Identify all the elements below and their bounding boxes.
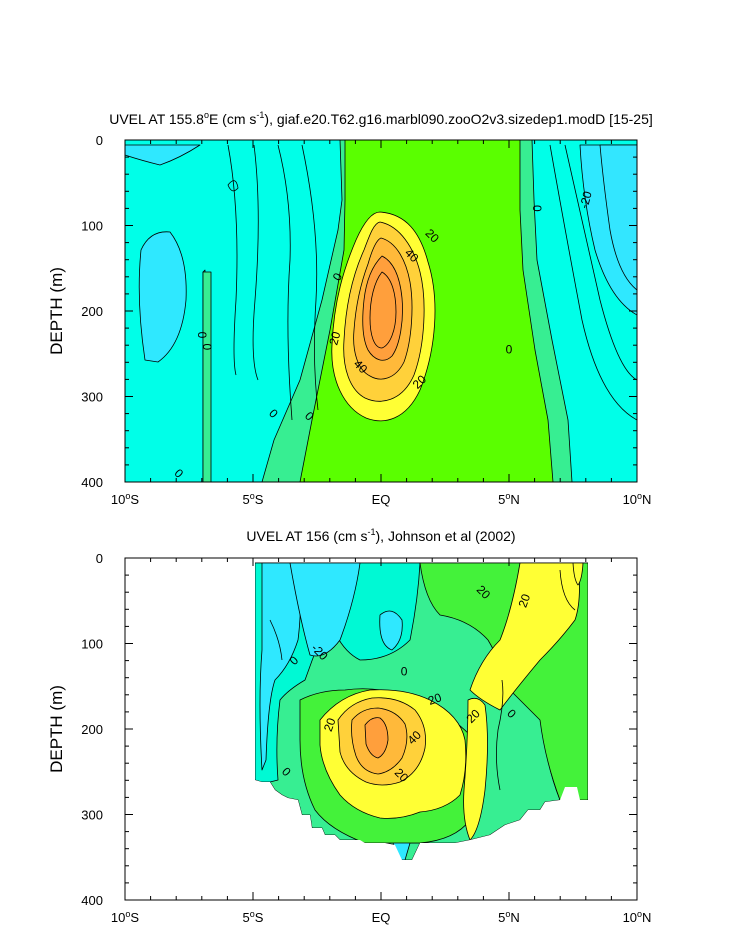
fill-pos20-upper xyxy=(469,562,580,711)
contour-line-o3 xyxy=(559,569,576,611)
y-tick-label: 400 xyxy=(81,893,103,908)
contour-line-e xyxy=(549,144,637,421)
x-tick-label: 10oN xyxy=(623,909,652,925)
contour-label: 0 xyxy=(530,205,544,212)
fill-pos-tip xyxy=(572,562,584,586)
y-tick-label: 0 xyxy=(96,551,103,566)
x-tick-label: 5oN xyxy=(498,909,520,925)
title-model: UVEL AT 155.8oE (cm s-1), giaf.e20.T62.g… xyxy=(109,110,653,127)
x-tick-label: 10oN xyxy=(623,491,652,507)
title-observed: UVEL AT 156 (cm s-1), Johnson et al (200… xyxy=(246,527,515,544)
contour-label: 20 xyxy=(515,592,533,610)
contour-label: 0 xyxy=(401,665,408,679)
contour-line-o1 xyxy=(269,619,283,661)
contour-label: 0 xyxy=(506,342,513,356)
x-tick-label: 5oN xyxy=(498,491,520,507)
x-tick-label: EQ xyxy=(372,910,391,925)
contour-label: -20 xyxy=(577,189,595,210)
y-tick-label: 200 xyxy=(81,304,103,319)
contour-pocket xyxy=(227,180,239,192)
contour-line-b xyxy=(252,144,259,381)
contour-fill-model xyxy=(125,140,637,482)
fill-pos50 xyxy=(364,717,389,759)
fill-left-strip xyxy=(202,271,212,482)
contour-label: 20 xyxy=(426,690,444,708)
y-tick-label: 300 xyxy=(81,808,103,823)
contour-label: 20 xyxy=(326,330,343,347)
contour-label: 0 xyxy=(195,332,209,339)
contour-line-f xyxy=(564,144,637,381)
y-tick-label: 200 xyxy=(81,722,103,737)
contour-core-inner xyxy=(369,271,397,349)
y-tick-label: 0 xyxy=(96,133,103,148)
y-tick-label: 100 xyxy=(81,637,103,652)
ylabel-observed: DEPTH (m) xyxy=(47,685,66,773)
ylabel-model: DEPTH (m) xyxy=(47,267,66,355)
x-tick-label: 5oS xyxy=(243,909,264,925)
x-tick-label: 10oS xyxy=(111,491,139,507)
y-tick-label: 300 xyxy=(81,390,103,405)
contour-label: 0 xyxy=(200,344,214,351)
panel-observed: UVEL AT 156 (cm s-1), Johnson et al (200… xyxy=(47,527,651,925)
y-tick-label: 100 xyxy=(81,219,103,234)
contour-label: 20 xyxy=(321,716,339,734)
x-tick-label: 10oS xyxy=(111,909,139,925)
contour-line-c xyxy=(277,144,293,421)
panel-model: UVEL AT 155.8oE (cm s-1), giaf.e20.T62.g… xyxy=(47,110,653,507)
fill-neg-pocket xyxy=(379,610,403,651)
x-tick-label: EQ xyxy=(372,492,391,507)
mask-left xyxy=(125,558,637,900)
y-tick-label: 400 xyxy=(81,475,103,490)
fill-neg-left xyxy=(138,231,187,363)
contour-line-a xyxy=(227,144,238,376)
x-tick-label: 5oS xyxy=(243,491,264,507)
contour-line-d xyxy=(301,144,319,411)
fill-neg-west-core xyxy=(259,562,302,771)
fill-neg-top-left xyxy=(125,144,201,166)
fill-pos20-streak xyxy=(463,697,488,841)
fill-neg-right-core xyxy=(599,144,637,291)
fill-neg-upper-core xyxy=(289,562,361,657)
no-data-mask xyxy=(125,558,637,900)
contour-line-o2 xyxy=(496,679,504,791)
contour-fill-observed xyxy=(254,562,589,861)
